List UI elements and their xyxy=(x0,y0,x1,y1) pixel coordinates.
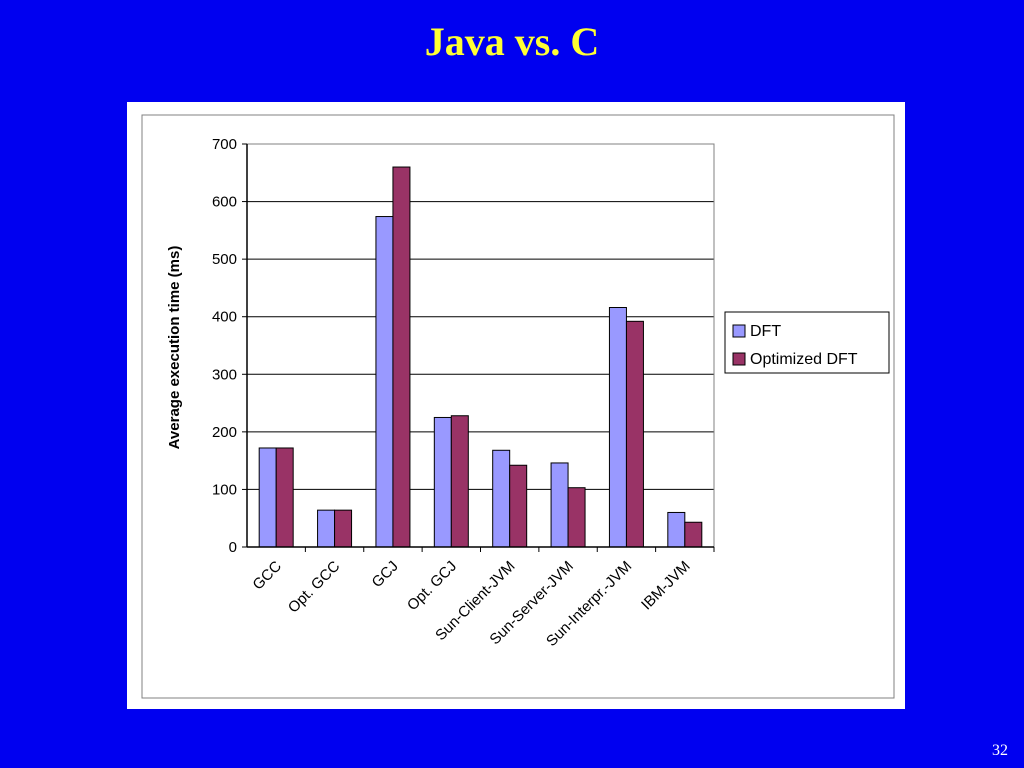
legend-box xyxy=(724,311,890,374)
bar-optimized-dft xyxy=(509,464,528,548)
bar-optimized-dft xyxy=(275,447,294,548)
bar-dft xyxy=(317,509,336,548)
bar-dft xyxy=(375,216,394,548)
bar-dft xyxy=(433,416,452,548)
legend-swatch xyxy=(732,352,746,366)
y-tick-label: 700 xyxy=(212,136,237,153)
y-tick-label: 0 xyxy=(229,539,237,556)
bar-dft xyxy=(550,462,569,548)
bar-dft xyxy=(492,449,511,548)
bar-optimized-dft xyxy=(684,521,703,548)
slide-title: Java vs. C xyxy=(424,19,600,64)
bar-dft xyxy=(608,307,627,548)
legend-label: Optimized DFT xyxy=(750,351,858,368)
y-tick-label: 400 xyxy=(212,309,237,326)
chart-frame xyxy=(141,114,895,699)
bar-optimized-dft xyxy=(392,166,411,548)
bar-optimized-dft xyxy=(567,487,586,548)
y-tick-label: 200 xyxy=(212,424,237,441)
chart-panel: 0 100 200 300 400 500 600 700 GCC Opt. GCC GCJ Opt… xyxy=(127,102,905,709)
bars xyxy=(258,166,703,548)
bar-optimized-dft xyxy=(334,509,353,548)
legend: DFT Optimized DFT xyxy=(724,311,890,374)
y-tick-labels: 0 100 200 300 400 500 600 700 xyxy=(212,136,237,556)
axes xyxy=(242,143,715,552)
y-tick-label: 600 xyxy=(212,194,237,211)
bar-optimized-dft xyxy=(625,320,644,548)
bar-dft xyxy=(667,511,686,548)
page-number: 32 xyxy=(992,742,1008,759)
bar-dft xyxy=(258,447,277,548)
legend-swatch xyxy=(732,324,746,338)
bar-optimized-dft xyxy=(450,415,469,548)
legend-label: DFT xyxy=(750,323,781,340)
y-tick-label: 500 xyxy=(212,251,237,268)
y-tick-label: 300 xyxy=(212,366,237,383)
y-axis-title: Average execution time (ms) xyxy=(166,246,183,450)
y-tick-label: 100 xyxy=(212,481,237,498)
